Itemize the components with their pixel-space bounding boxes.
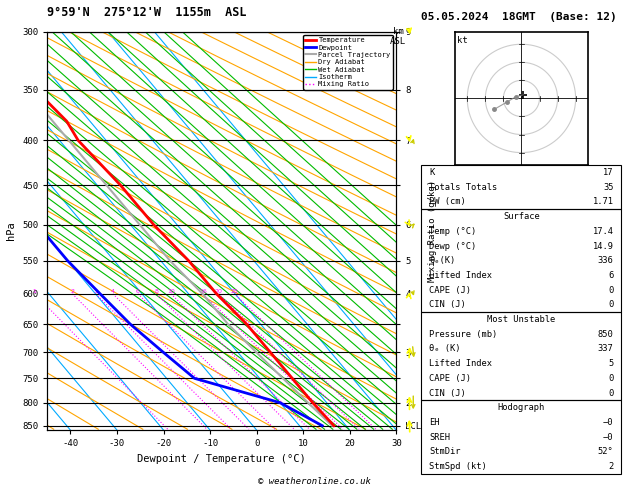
- Text: Pressure (mb): Pressure (mb): [430, 330, 498, 339]
- Text: km
ASL: km ASL: [390, 27, 406, 46]
- Text: kt: kt: [457, 35, 468, 45]
- Text: 20: 20: [214, 289, 223, 294]
- Text: Surface: Surface: [503, 212, 540, 221]
- Text: 1: 1: [33, 289, 36, 294]
- Text: Dewp (°C): Dewp (°C): [430, 242, 477, 251]
- Text: 10: 10: [167, 289, 175, 294]
- Y-axis label: Mixing Ratio (g/kg): Mixing Ratio (g/kg): [428, 180, 437, 282]
- Y-axis label: hPa: hPa: [6, 222, 16, 240]
- Text: SREH: SREH: [430, 433, 450, 442]
- Text: Hodograph: Hodograph: [498, 403, 545, 412]
- Text: 0: 0: [608, 388, 613, 398]
- Text: Temp (°C): Temp (°C): [430, 227, 477, 236]
- Text: CAPE (J): CAPE (J): [430, 286, 471, 295]
- Text: 850: 850: [598, 330, 613, 339]
- X-axis label: Dewpoint / Temperature (°C): Dewpoint / Temperature (°C): [137, 454, 306, 464]
- Text: Most Unstable: Most Unstable: [487, 315, 555, 324]
- Text: −0: −0: [603, 433, 613, 442]
- Text: θₑ (K): θₑ (K): [430, 345, 461, 353]
- Text: Lifted Index: Lifted Index: [430, 271, 493, 280]
- Text: 2: 2: [70, 289, 74, 294]
- Text: 6: 6: [608, 271, 613, 280]
- Text: 05.05.2024  18GMT  (Base: 12): 05.05.2024 18GMT (Base: 12): [421, 12, 617, 22]
- Text: 35: 35: [603, 183, 613, 192]
- Text: 16: 16: [199, 289, 207, 294]
- Text: 14.9: 14.9: [593, 242, 613, 251]
- Text: 336: 336: [598, 256, 613, 265]
- Text: 2: 2: [608, 462, 613, 471]
- Text: EH: EH: [430, 418, 440, 427]
- Text: StmSpd (kt): StmSpd (kt): [430, 462, 487, 471]
- Text: 5: 5: [608, 359, 613, 368]
- Legend: Temperature, Dewpoint, Parcel Trajectory, Dry Adiabat, Wet Adiabat, Isotherm, Mi: Temperature, Dewpoint, Parcel Trajectory…: [303, 35, 392, 89]
- Text: 0: 0: [608, 374, 613, 383]
- Text: 17.4: 17.4: [593, 227, 613, 236]
- Text: 17: 17: [603, 168, 613, 177]
- Text: CIN (J): CIN (J): [430, 300, 466, 310]
- Text: CAPE (J): CAPE (J): [430, 374, 471, 383]
- Text: 4: 4: [111, 289, 115, 294]
- Text: 3: 3: [94, 289, 97, 294]
- Text: K: K: [430, 168, 435, 177]
- Text: PW (cm): PW (cm): [430, 197, 466, 207]
- Text: 6: 6: [136, 289, 140, 294]
- Text: 52°: 52°: [598, 447, 613, 456]
- Text: θₑ(K): θₑ(K): [430, 256, 455, 265]
- Text: Totals Totals: Totals Totals: [430, 183, 498, 192]
- Text: 9°59'N  275°12'W  1155m  ASL: 9°59'N 275°12'W 1155m ASL: [47, 6, 247, 19]
- Text: Lifted Index: Lifted Index: [430, 359, 493, 368]
- Text: StmDir: StmDir: [430, 447, 461, 456]
- Text: 25: 25: [231, 289, 238, 294]
- Text: © weatheronline.co.uk: © weatheronline.co.uk: [258, 477, 371, 486]
- Text: 337: 337: [598, 345, 613, 353]
- Text: CIN (J): CIN (J): [430, 388, 466, 398]
- Text: 1.71: 1.71: [593, 197, 613, 207]
- Text: 0: 0: [608, 300, 613, 310]
- Text: 8: 8: [155, 289, 159, 294]
- Text: −0: −0: [603, 418, 613, 427]
- Text: 0: 0: [608, 286, 613, 295]
